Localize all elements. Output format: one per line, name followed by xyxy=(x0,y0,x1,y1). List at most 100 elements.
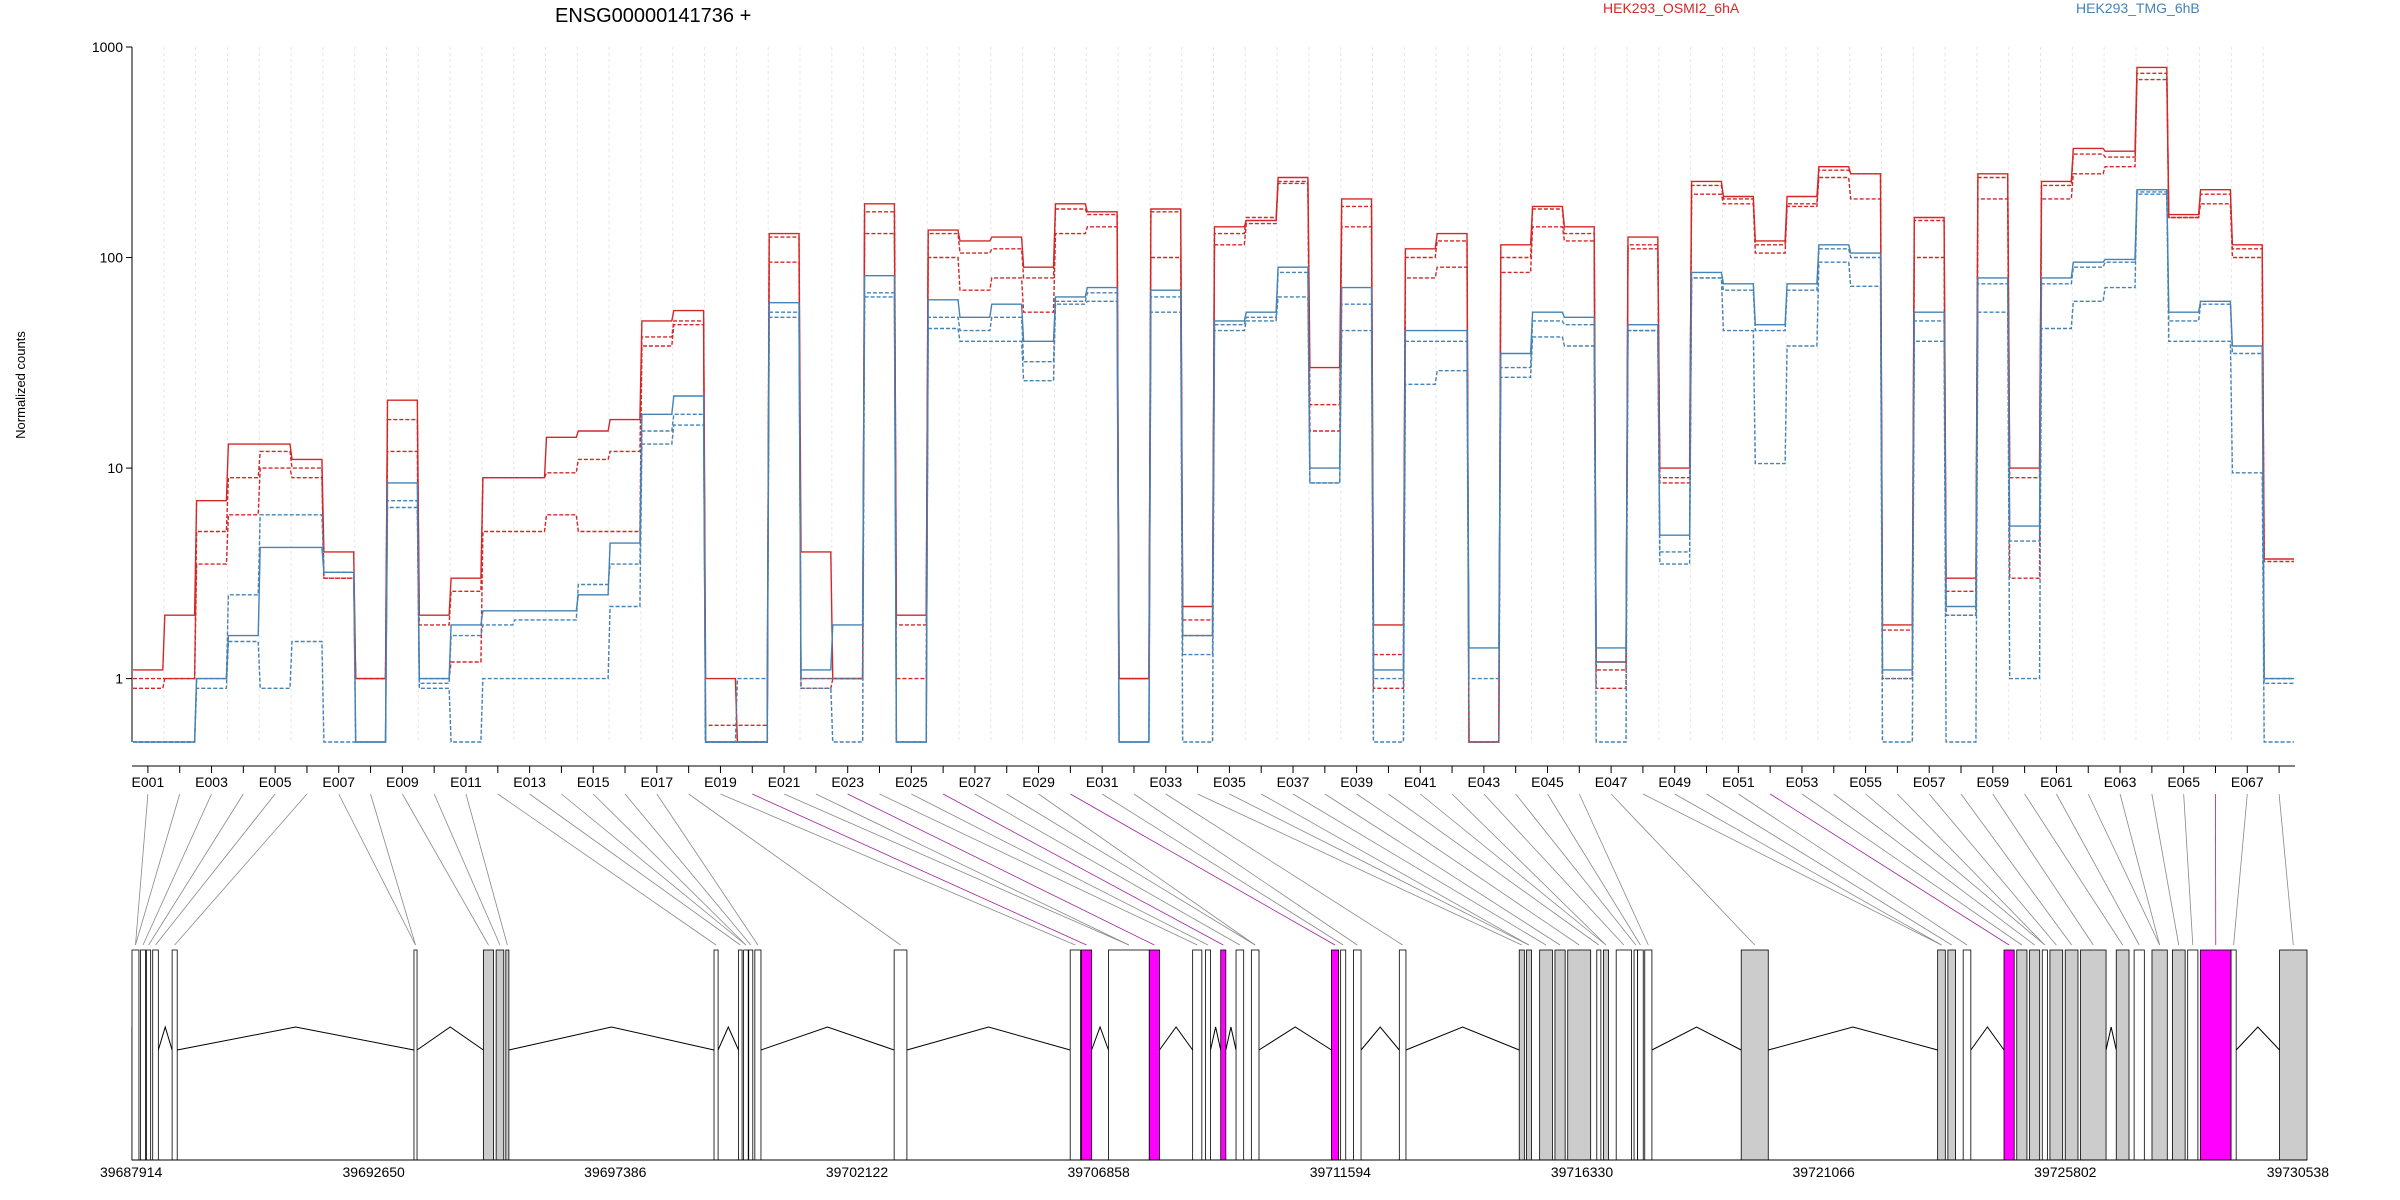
exon-connector xyxy=(1578,793,1649,946)
intron-line xyxy=(157,1025,173,1051)
x-tick-label: E003 xyxy=(195,774,228,790)
exon-block xyxy=(1069,949,1081,1161)
exon-connector xyxy=(2151,793,2180,946)
grid-lines xyxy=(163,47,2264,742)
exon-connector xyxy=(1165,793,1403,946)
exon-connector xyxy=(847,793,1155,946)
exon-connector xyxy=(561,793,747,946)
exon-block xyxy=(2041,949,2048,1161)
exon-connector xyxy=(1801,793,2023,946)
exon-connector xyxy=(1451,793,1607,946)
x-tick-label: E025 xyxy=(895,774,928,790)
genomic-tick-label: 39692650 xyxy=(343,1164,406,1180)
exon-block xyxy=(1192,949,1203,1161)
exon-connector xyxy=(2087,793,2160,946)
y-tick-label: 1000 xyxy=(92,39,123,55)
exon-connector xyxy=(402,793,489,946)
exon-connector xyxy=(942,793,1224,946)
genomic-tick-label: 39706858 xyxy=(1068,1164,1131,1180)
exon-block xyxy=(1567,949,1592,1161)
exon-block xyxy=(1596,949,1602,1161)
exon-block xyxy=(2279,949,2308,1161)
exon-connector xyxy=(1292,793,1547,946)
exon-block xyxy=(893,949,908,1161)
x-tick-label: E041 xyxy=(1404,774,1437,790)
x-tick-label: E063 xyxy=(2104,774,2137,790)
exon-block xyxy=(1331,949,1339,1161)
exon-connector xyxy=(174,793,308,946)
y-axis-label: Normalized counts xyxy=(13,331,28,439)
exon-block xyxy=(2029,949,2041,1161)
x-tick-label: E067 xyxy=(2231,774,2264,790)
exon-connector xyxy=(1101,793,1344,946)
exon-block xyxy=(140,949,146,1161)
exon-block xyxy=(2187,949,2199,1161)
x-tick-label: E045 xyxy=(1531,774,1564,790)
series-line-5 xyxy=(133,193,2294,743)
exon-block xyxy=(1539,949,1553,1161)
exon-block xyxy=(738,949,743,1161)
exon-connector xyxy=(974,793,1241,946)
exon-connector xyxy=(1706,793,1952,946)
exon-block xyxy=(1637,949,1644,1161)
x-tick-label: E043 xyxy=(1468,774,1501,790)
exon-connector xyxy=(911,793,1209,946)
x-tick-label: E031 xyxy=(1086,774,1119,790)
gene-model xyxy=(131,949,2308,1161)
exon-connector xyxy=(1356,793,1580,946)
x-tick-label: E055 xyxy=(1849,774,1882,790)
intron-line xyxy=(416,1026,484,1051)
exon-block xyxy=(1937,949,1946,1161)
series-lines xyxy=(133,66,2294,743)
exon-block xyxy=(1352,949,1362,1161)
exon-block xyxy=(748,949,754,1161)
exon-connector xyxy=(592,793,747,946)
exon-connector xyxy=(1865,793,2046,946)
exon-connector xyxy=(497,793,717,946)
exon-block xyxy=(1250,949,1260,1161)
x-tick-label: E021 xyxy=(768,774,801,790)
intron-line xyxy=(2235,1026,2280,1051)
exon-connector xyxy=(148,793,244,946)
exon-connector xyxy=(1483,793,1625,946)
exon-connector xyxy=(1674,793,1942,946)
exon-block xyxy=(1633,949,1639,1161)
exon-block xyxy=(2200,949,2232,1161)
exon-block xyxy=(152,949,159,1161)
intron-line xyxy=(1970,1026,2005,1051)
genomic-axis: 39687914 39692650 39697386 39702122 39706858… xyxy=(100,1159,2329,1180)
x-tick-label: E011 xyxy=(450,774,482,790)
exon-connector xyxy=(155,793,276,946)
exon-connector xyxy=(1610,793,1756,946)
exon-block xyxy=(2171,949,2186,1161)
x-tick-label: E033 xyxy=(1149,774,1182,790)
genomic-tick-label: 39725802 xyxy=(2034,1164,2097,1180)
exon-connector xyxy=(1261,793,1530,946)
x-tick-label: E029 xyxy=(1022,774,1055,790)
genomic-tick-label: 39687914 xyxy=(100,1164,163,1180)
exon-block xyxy=(2003,949,2015,1161)
intron-line xyxy=(177,1026,415,1051)
x-tick-label: E039 xyxy=(1340,774,1373,790)
exon-connector xyxy=(1897,793,2046,946)
exon-connector xyxy=(624,793,752,946)
exon-block xyxy=(1740,949,1769,1161)
exon-block xyxy=(495,949,505,1161)
exon-connector xyxy=(338,793,416,946)
exon-block xyxy=(482,949,494,1161)
y-tick-label: 1 xyxy=(115,671,123,687)
exon-connector xyxy=(1738,793,1968,946)
intron-line xyxy=(1360,1026,1400,1051)
exon-connector xyxy=(2278,793,2294,946)
exon-connector xyxy=(1197,793,1522,946)
exon-connector xyxy=(2183,793,2194,946)
y-axis: 1 10 100 1000 xyxy=(92,39,133,742)
intron-line xyxy=(1258,1026,1332,1051)
genomic-tick-label: 39697386 xyxy=(584,1164,647,1180)
x-tick-label: E053 xyxy=(1786,774,1819,790)
exon-connector xyxy=(370,793,416,946)
exon-connector xyxy=(1229,793,1530,946)
exon-connector xyxy=(879,793,1198,946)
exon-block xyxy=(1235,949,1245,1161)
exon-block xyxy=(2016,949,2028,1161)
